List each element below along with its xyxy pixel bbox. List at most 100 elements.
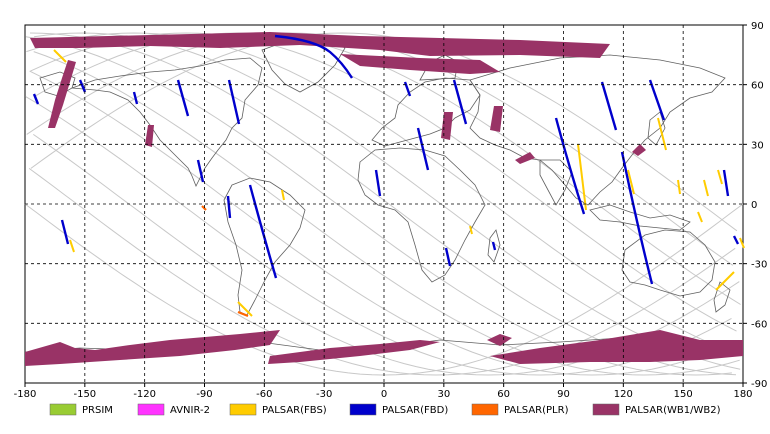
legend-swatch bbox=[471, 403, 499, 416]
x-tick-label: 0 bbox=[381, 389, 387, 400]
x-tick-label: -60 bbox=[256, 389, 272, 400]
y-tick-label: 90 bbox=[751, 21, 764, 32]
x-tick-label: -90 bbox=[196, 389, 212, 400]
fbd-track-4 bbox=[176, 79, 190, 117]
legend-item: PALSAR(PLR) bbox=[471, 403, 569, 416]
fbs-track-13 bbox=[715, 271, 735, 291]
coast-new-zealand bbox=[713, 281, 731, 313]
y-tick-label: 60 bbox=[751, 81, 764, 92]
wb-arctic-band-2 bbox=[340, 54, 500, 74]
y-tick-label: 0 bbox=[751, 200, 757, 211]
y-tick-label: -90 bbox=[751, 379, 767, 390]
y-tick-label: 30 bbox=[751, 140, 764, 151]
legend-item: PALSAR(FBD) bbox=[349, 403, 448, 416]
fbd-track-21 bbox=[732, 235, 740, 245]
legend-item: PRSIM bbox=[49, 403, 113, 416]
legend-swatch bbox=[49, 403, 77, 416]
fbd-track-9 bbox=[374, 169, 382, 197]
plr-mark-1 bbox=[201, 205, 207, 211]
wb-russia-patch bbox=[490, 106, 503, 132]
legend-label: PALSAR(FBS) bbox=[262, 405, 327, 416]
legend-item: PALSAR(FBS) bbox=[229, 403, 327, 416]
fbs-track-6 bbox=[627, 169, 635, 195]
x-tick-label: 150 bbox=[674, 389, 693, 400]
swaths-palsar-fbs bbox=[53, 49, 745, 317]
coast-india bbox=[539, 159, 573, 206]
x-axis-labels: -180 -150 -120 -90 -60 -30 0 30 60 90 120 150 180 bbox=[14, 389, 753, 400]
x-tick-label: 30 bbox=[437, 389, 450, 400]
legend-item: AVNIR-2 bbox=[137, 403, 210, 416]
fbs-track-2 bbox=[69, 239, 75, 253]
wb-canada-patch bbox=[145, 125, 154, 147]
fbs-track-14 bbox=[469, 225, 473, 235]
fbd-track-14 bbox=[491, 241, 497, 251]
fbd-track-8 bbox=[248, 184, 278, 279]
wb-antarctic-4 bbox=[487, 334, 512, 346]
map-frame bbox=[24, 24, 744, 384]
fbd-track-19 bbox=[722, 169, 730, 197]
y-axis-labels: 90 60 30 0 -30 -60 -90 bbox=[751, 21, 767, 390]
fbd-track-7 bbox=[226, 195, 232, 219]
fbd-track-5 bbox=[227, 79, 241, 125]
fbd-track-20 bbox=[60, 219, 70, 245]
wb-antarctic-2 bbox=[268, 340, 440, 364]
orbit-track bbox=[25, 36, 732, 376]
fbd-track-2 bbox=[78, 79, 87, 93]
swaths-palsar-fbd bbox=[32, 34, 740, 285]
x-tick-label: -30 bbox=[316, 389, 332, 400]
coast-north-america bbox=[71, 57, 263, 187]
wb-asia-patch-1 bbox=[515, 152, 535, 164]
fbd-track-16 bbox=[600, 81, 618, 131]
fbd-track-11 bbox=[452, 79, 468, 125]
plr-mark-2 bbox=[237, 310, 249, 318]
fbs-track-10 bbox=[717, 169, 723, 185]
legend-swatch bbox=[592, 403, 620, 416]
wb-antarctic-3 bbox=[490, 330, 743, 364]
x-tick-label: 90 bbox=[557, 389, 570, 400]
swaths-palsar-wb bbox=[25, 32, 743, 366]
coast-south-america bbox=[223, 177, 306, 316]
x-tick-label: 60 bbox=[497, 389, 510, 400]
fbd-track-18 bbox=[620, 151, 654, 285]
legend-swatch bbox=[229, 403, 257, 416]
fbs-track-11 bbox=[697, 211, 703, 223]
y-tick-label: -60 bbox=[751, 319, 767, 330]
wb-alaska-strip bbox=[48, 60, 76, 128]
fbd-track-3 bbox=[132, 91, 139, 105]
x-tick-label: -180 bbox=[14, 389, 37, 400]
fbs-track-7 bbox=[657, 117, 667, 151]
coast-asia bbox=[469, 54, 726, 206]
fbd-track-17 bbox=[648, 79, 666, 121]
wb-asia-patch-2 bbox=[632, 144, 646, 156]
x-tick-label: 180 bbox=[733, 389, 752, 400]
fbd-track-1 bbox=[32, 93, 40, 105]
legend-label: PRSIM bbox=[82, 405, 113, 416]
legend-swatch bbox=[137, 403, 165, 416]
fbd-arctic-arc bbox=[274, 34, 354, 79]
legend-label: PALSAR(PLR) bbox=[504, 405, 569, 416]
coast-japan bbox=[647, 111, 666, 146]
fbd-track-15 bbox=[554, 117, 586, 215]
x-tick-label: 120 bbox=[614, 389, 633, 400]
x-tick-label: -150 bbox=[73, 389, 96, 400]
legend-label: AVNIR-2 bbox=[170, 405, 210, 416]
coast-australia bbox=[621, 229, 716, 297]
coast-alaska bbox=[39, 71, 76, 97]
fbs-track-4 bbox=[237, 301, 253, 317]
fbs-track-3 bbox=[281, 189, 285, 201]
fbs-track-5 bbox=[577, 143, 587, 211]
fbd-track-13 bbox=[444, 247, 452, 267]
y-tick-label: -30 bbox=[751, 260, 767, 271]
fbs-track-1 bbox=[53, 49, 67, 63]
fbd-track-12 bbox=[416, 127, 430, 171]
swaths-palsar-plr bbox=[201, 205, 249, 318]
orbit-track bbox=[33, 51, 740, 376]
fbd-track-6 bbox=[196, 159, 205, 183]
fbs-track-8 bbox=[677, 179, 681, 195]
coast-madagascar bbox=[487, 229, 501, 263]
orbit-track bbox=[26, 32, 733, 353]
legend-swatch bbox=[349, 403, 377, 416]
legend-label: PALSAR(WB1/WB2) bbox=[625, 405, 721, 416]
